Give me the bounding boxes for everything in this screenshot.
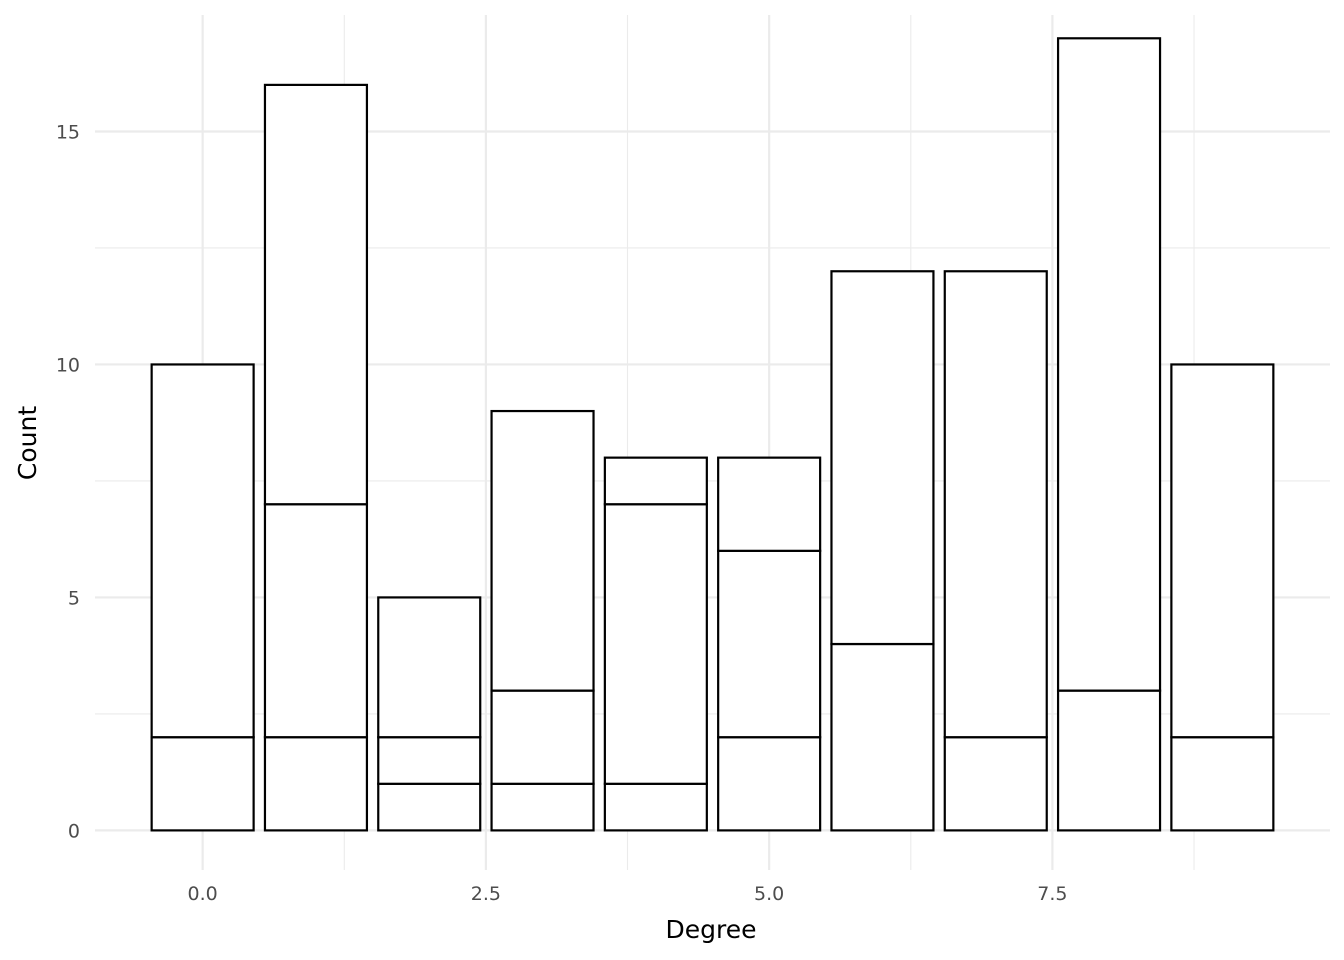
x-tick-label: 2.5 bbox=[471, 883, 501, 905]
bar-segment bbox=[603, 503, 708, 785]
x-tick-label: 0.0 bbox=[188, 883, 218, 905]
bar-segment bbox=[377, 736, 482, 785]
bar-segment bbox=[263, 736, 369, 832]
bar-stack bbox=[377, 596, 482, 832]
bar-stack bbox=[263, 83, 369, 832]
bar-stack bbox=[943, 270, 1048, 832]
bar-segment bbox=[1170, 363, 1275, 739]
bar-segment bbox=[943, 270, 1048, 739]
bar-segment bbox=[717, 736, 822, 832]
bar-stack bbox=[830, 270, 935, 832]
bar-segment bbox=[150, 363, 255, 739]
bar-segment bbox=[490, 782, 595, 832]
bar-segment bbox=[377, 782, 482, 832]
bar-stack bbox=[150, 363, 255, 832]
bar-stack bbox=[490, 409, 595, 832]
y-axis-title: Count bbox=[13, 406, 42, 480]
bars bbox=[150, 37, 1275, 832]
x-axis-ticks: 0.0 2.5 5.0 7.5 bbox=[188, 883, 1068, 905]
bar-segment bbox=[830, 642, 935, 832]
bar-segment bbox=[490, 409, 595, 692]
bar-segment bbox=[830, 270, 935, 646]
x-axis-title: Degree bbox=[666, 915, 757, 944]
bar-stack bbox=[1170, 363, 1275, 832]
bar-stack bbox=[717, 456, 822, 832]
bar-segment bbox=[603, 782, 708, 832]
bar-segment bbox=[943, 736, 1048, 832]
bar-segment bbox=[490, 689, 595, 785]
y-tick-label: 0 bbox=[68, 820, 80, 842]
bar-segment bbox=[1170, 736, 1275, 832]
x-tick-label: 7.5 bbox=[1037, 883, 1067, 905]
bar-segment bbox=[1056, 689, 1162, 832]
y-axis-ticks: 0 5 10 15 bbox=[56, 121, 80, 842]
y-tick-label: 5 bbox=[68, 587, 80, 609]
bar-segment bbox=[1056, 37, 1162, 692]
bar-segment bbox=[377, 596, 482, 739]
y-tick-label: 15 bbox=[56, 121, 80, 143]
bar-segment bbox=[717, 549, 822, 739]
bar-segment bbox=[717, 456, 822, 552]
bar-segment bbox=[603, 456, 708, 506]
bar-stack bbox=[1056, 37, 1162, 832]
bar-segment bbox=[150, 736, 255, 832]
bar-stack bbox=[603, 456, 708, 832]
x-tick-label: 5.0 bbox=[754, 883, 784, 905]
bar-segment bbox=[263, 83, 369, 506]
bar-segment bbox=[263, 503, 369, 739]
y-tick-label: 10 bbox=[56, 354, 80, 376]
